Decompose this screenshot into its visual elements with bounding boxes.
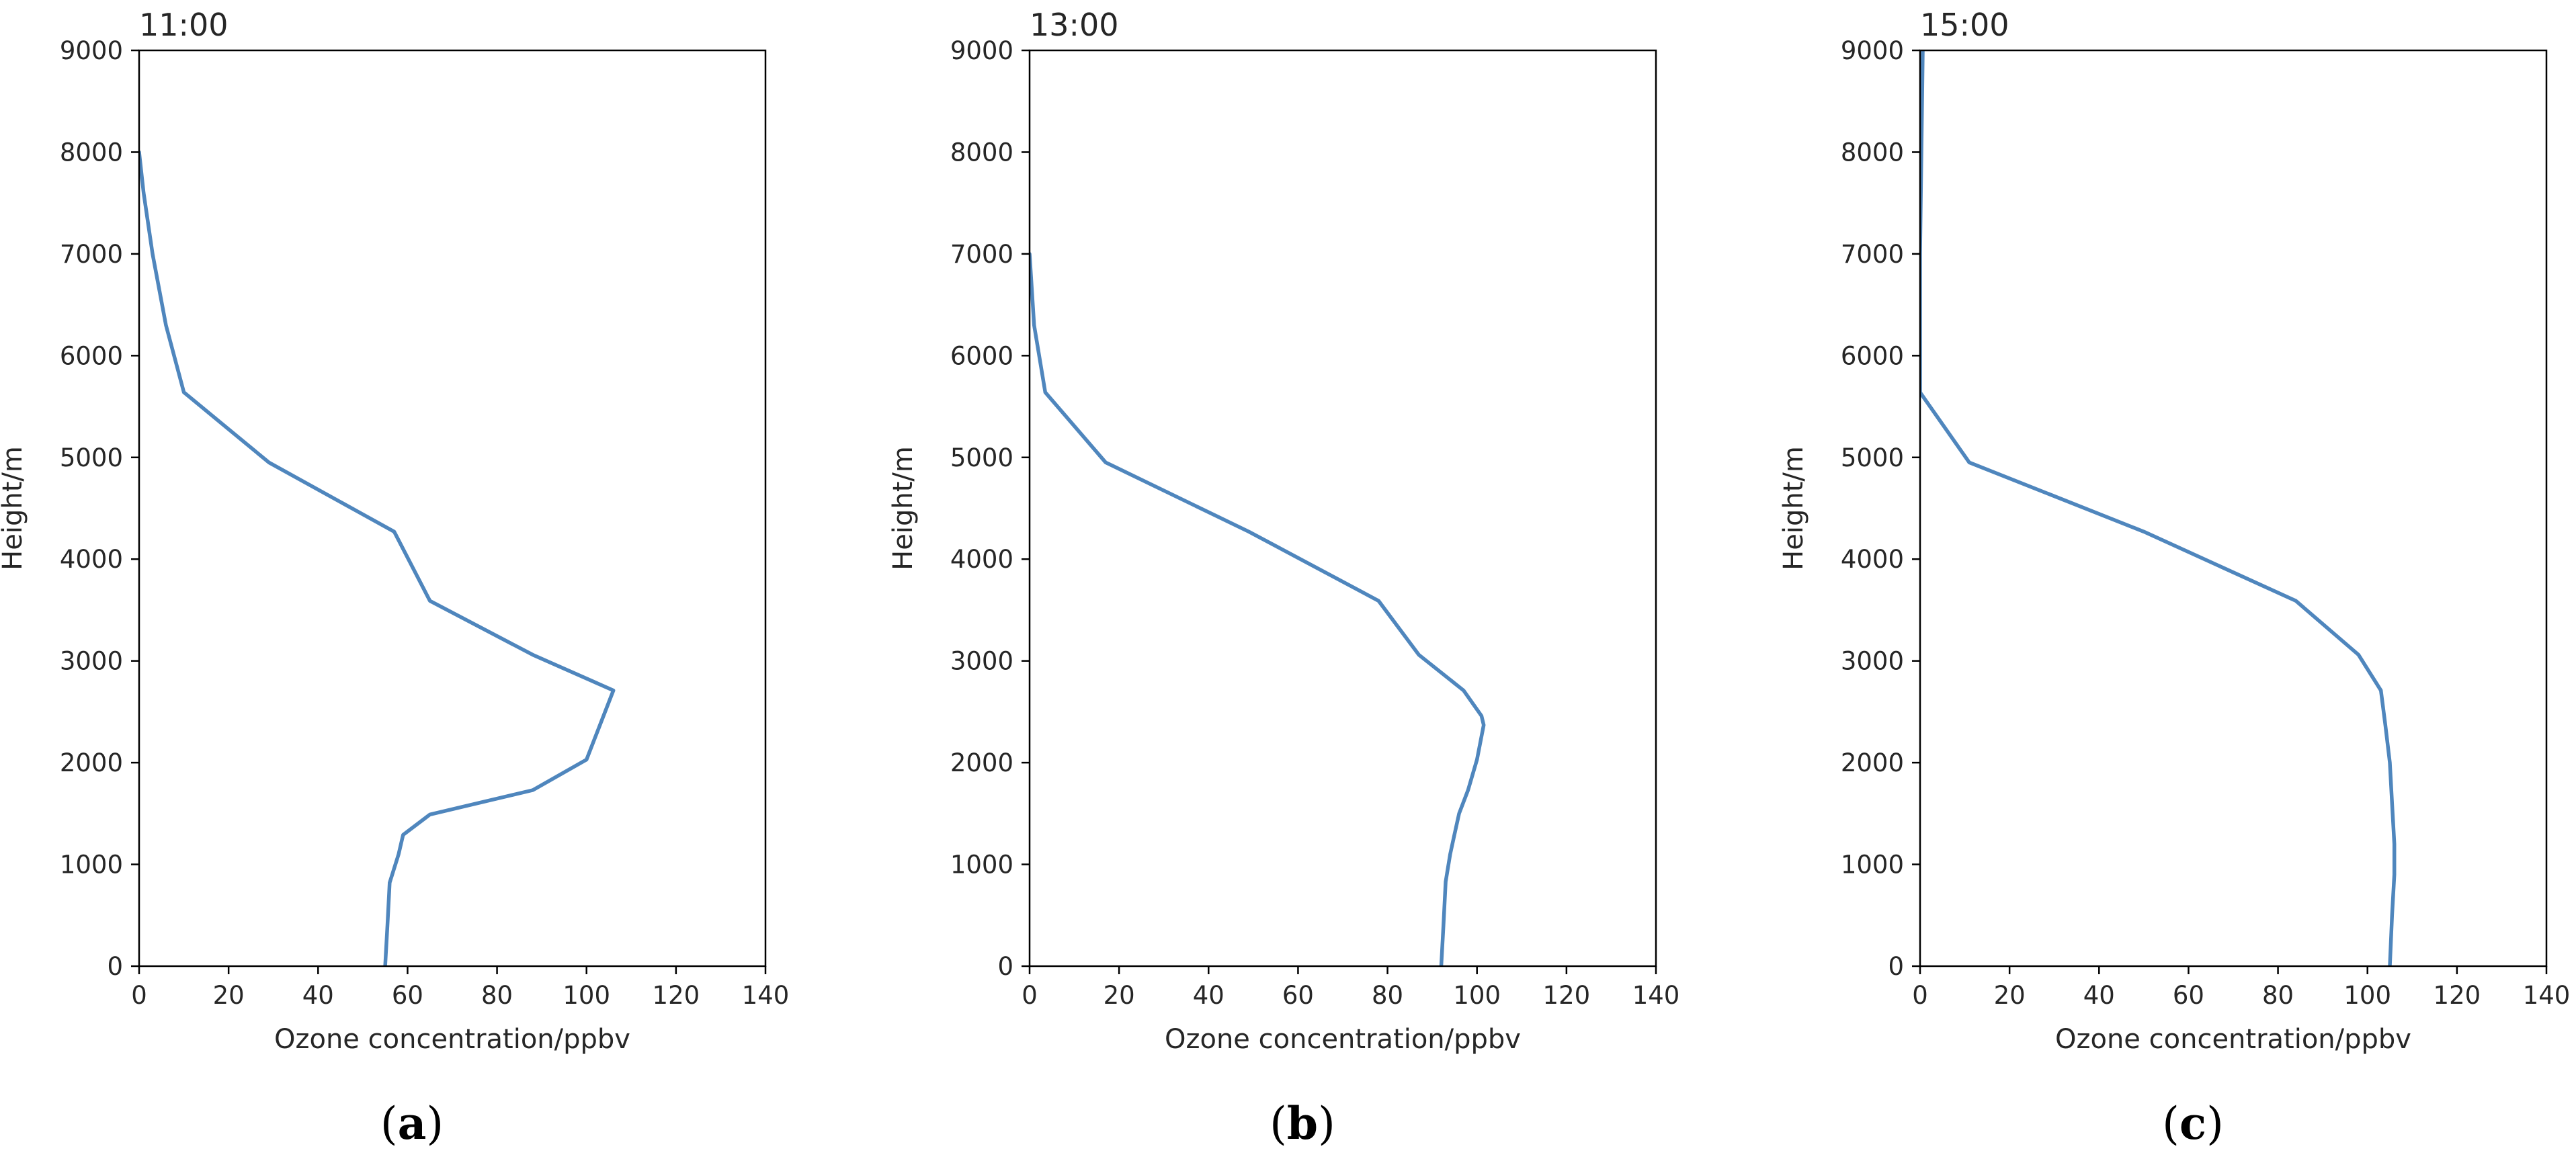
x-tick-label: 0 [1022,981,1038,1010]
y-tick-label: 0 [107,952,123,981]
y-axis-label: Height/m [888,446,919,570]
x-axis-label: Ozone concentration/ppbv [2055,1024,2411,1055]
plot-frame [1028,49,1657,968]
x-tick-label: 100 [2343,981,2391,1010]
chart-panel-2: 0 20 40 60 80 100 120 140 0 1000 2000 3000 4000 5000 6… [888,7,1679,1150]
x-tick-label: 80 [481,981,513,1010]
y-tick-label: 4000 [60,545,123,574]
y-tick-label: 6000 [60,341,123,370]
y-tick-label: 7000 [60,240,123,269]
y-tick-label: 7000 [950,240,1013,269]
panel-caption: (b) [1270,1097,1335,1150]
x-axis-label: Ozone concentration/ppbv [1165,1024,1521,1055]
chart-panel-1: 0 20 40 60 80 100 120 140 0 1000 2000 3000 4000 5000 6… [0,7,789,1150]
y-tick-label: 5000 [1841,443,1904,472]
y-tick-label: 5000 [60,443,123,472]
y-tick-label: 2000 [1841,748,1904,777]
x-tick-label: 120 [1543,981,1591,1010]
y-tick-label: 7000 [1841,240,1904,269]
y-tick-label: 4000 [1841,545,1904,574]
x-tick-label: 60 [392,981,423,1010]
x-tick-label: 120 [653,981,700,1010]
y-axis-label: Height/m [1778,446,1809,570]
ozone-profile-line [1030,252,1486,966]
y-tick-label: 0 [997,952,1013,981]
y-tick-label: 6000 [950,341,1013,370]
x-tick-label: 60 [2173,981,2204,1010]
y-tick-label: 3000 [1841,647,1904,676]
chart-panel-3: 0 20 40 60 80 100 120 140 0 1000 2000 3000 4000 5000 6… [1778,7,2570,1150]
plot-frame [1919,49,2548,968]
x-tick-label: 0 [131,981,147,1010]
x-tick-label: 40 [1193,981,1224,1010]
y-tick-label: 8000 [60,138,123,167]
y-tick-label: 8000 [1841,138,1904,167]
y-tick-label: 9000 [1841,36,1904,65]
ozone-profile-line [139,150,616,966]
x-tick-label: 140 [2523,981,2571,1010]
x-tick-label: 20 [1994,981,2026,1010]
x-tick-label: 40 [2083,981,2115,1010]
x-tick-label: 20 [213,981,245,1010]
y-tick-label: 2000 [60,748,123,777]
x-tick-label: 0 [1912,981,1928,1010]
x-tick-label: 140 [742,981,790,1010]
x-tick-label: 140 [1632,981,1680,1010]
y-tick-label: 1000 [60,851,123,879]
y-tick-label: 1000 [1841,851,1904,879]
y-tick-label: 3000 [60,647,123,676]
y-tick-label: 2000 [950,748,1013,777]
x-tick-label: 100 [563,981,610,1010]
y-tick-label: 9000 [950,36,1013,65]
ozone-profile-line [1920,50,2397,966]
x-tick-label: 20 [1104,981,1135,1010]
x-tick-label: 40 [302,981,334,1010]
y-tick-label: 6000 [1841,341,1904,370]
y-tick-label: 3000 [950,647,1013,676]
panel-title: 15:00 [1920,7,2009,43]
x-tick-label: 80 [2262,981,2294,1010]
panel-caption: (a) [380,1097,444,1150]
x-tick-label: 100 [1453,981,1501,1010]
y-tick-label: 9000 [60,36,123,65]
x-tick-label: 120 [2434,981,2481,1010]
x-tick-label: 60 [1282,981,1314,1010]
x-tick-label: 80 [1372,981,1403,1010]
y-tick-label: 8000 [950,138,1013,167]
y-tick-label: 1000 [950,851,1013,879]
y-tick-label: 4000 [950,545,1013,574]
panel-title: 13:00 [1030,7,1119,43]
y-axis-label: Height/m [0,446,28,570]
x-axis-label: Ozone concentration/ppbv [274,1024,630,1055]
panel-caption: (c) [2162,1097,2224,1150]
plot-frame [138,49,767,968]
y-tick-label: 0 [1888,952,1904,981]
panel-title: 11:00 [139,7,228,43]
y-tick-label: 5000 [950,443,1013,472]
